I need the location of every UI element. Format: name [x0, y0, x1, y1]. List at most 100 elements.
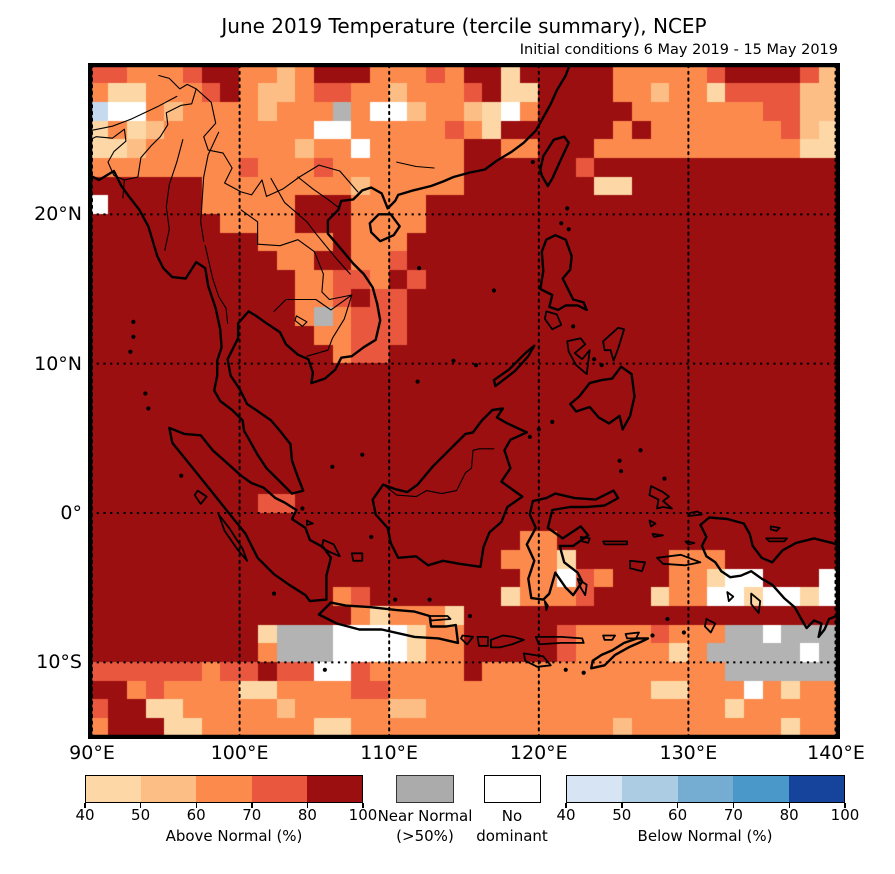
small-island-dot	[393, 597, 398, 602]
island-coastline	[704, 618, 717, 634]
small-island-dot	[131, 334, 136, 339]
small-island-dot	[417, 265, 422, 271]
coastline	[590, 637, 650, 670]
legend-tick	[844, 803, 846, 808]
near-normal-label: Near Normal (>50%)	[378, 806, 473, 846]
island-coastline	[684, 540, 696, 546]
coastline	[368, 213, 401, 243]
tick-label: 100	[348, 806, 378, 824]
chart-subtitle: Initial conditions 6 May 2019 - 15 May 2…	[519, 42, 838, 58]
island-coastline	[765, 537, 788, 543]
coastline-gridline-overlay	[90, 65, 838, 737]
coastline	[168, 426, 333, 603]
country-border	[270, 177, 351, 275]
island-coastline	[602, 540, 628, 546]
small-island-dot	[131, 319, 136, 324]
island-coastline	[602, 634, 616, 641]
legend-tick	[306, 803, 309, 808]
legend-tick	[788, 803, 790, 808]
colorbar-segment	[306, 776, 363, 802]
legend-tick	[195, 803, 197, 808]
small-island-dot	[617, 458, 622, 463]
country-border	[195, 88, 268, 197]
small-island-dot	[300, 506, 305, 511]
coastline	[371, 407, 528, 568]
island-coastline	[566, 337, 591, 376]
island-coastline	[534, 636, 585, 646]
small-island-dot	[530, 159, 535, 165]
country-border	[164, 139, 184, 251]
small-island-dot	[427, 597, 432, 602]
small-island-dot	[491, 288, 497, 293]
colorbar-segment	[733, 776, 789, 802]
small-island-dot	[618, 469, 624, 474]
x-tick-label: 120°E	[509, 742, 568, 764]
island-coastline	[460, 634, 474, 646]
tick-label: 80	[297, 806, 317, 824]
island-coastline	[305, 519, 314, 526]
x-tick-label: 110°E	[360, 742, 419, 764]
coastline	[699, 516, 838, 639]
small-island-dot	[592, 357, 597, 362]
island-coastline	[350, 552, 364, 562]
small-island-dot	[330, 464, 335, 469]
small-island-dot	[638, 448, 643, 453]
island-coastline	[629, 559, 646, 573]
country-border	[382, 448, 495, 498]
country-border	[265, 164, 359, 197]
country-border	[200, 131, 220, 242]
legend-tick	[84, 803, 86, 808]
small-island-dot	[146, 406, 151, 411]
no-dominant-swatch	[484, 775, 541, 803]
small-island-dot	[527, 434, 532, 439]
x-tick-label: 90°E	[69, 742, 115, 764]
country-border	[90, 95, 178, 132]
island-coastline	[648, 485, 673, 510]
chart-title: June 2019 Temperature (tercile summary),…	[221, 14, 707, 38]
small-island-dot	[473, 363, 479, 368]
small-island-dot	[662, 476, 667, 481]
colorbar-segment	[196, 776, 252, 802]
small-island-dot	[566, 227, 571, 232]
legend-tick	[565, 803, 567, 808]
legend-tick	[139, 803, 142, 808]
y-tick-label: 0°	[60, 502, 82, 524]
near-normal-label-line2: (>50%)	[396, 827, 454, 845]
y-tick-label: 20°N	[34, 203, 82, 225]
island-coastline	[522, 652, 552, 668]
below-normal-tick-labels: 40 50 60 70 80 100	[556, 806, 859, 824]
small-island-dot	[415, 379, 420, 384]
island-coastline	[656, 553, 702, 567]
near-normal-swatch	[396, 775, 454, 803]
above-normal-tick-labels: 40 50 60 70 80 100	[75, 806, 377, 824]
small-island-dot	[536, 427, 541, 432]
legend-tick	[362, 803, 364, 808]
island-coastline	[687, 510, 703, 517]
tick-label: 70	[242, 806, 262, 824]
island-coastline	[726, 591, 735, 602]
coastline	[317, 601, 460, 645]
coastline	[539, 233, 588, 312]
map-frame	[90, 65, 838, 737]
tick-label: 100	[830, 806, 860, 824]
colorbar-segment	[567, 776, 623, 802]
tick-label: 60	[668, 806, 688, 824]
small-island-dot	[271, 591, 277, 596]
small-island-dot	[322, 667, 327, 672]
small-island-dot	[128, 349, 133, 354]
legend-tick	[621, 803, 623, 808]
colorbar-segment	[622, 776, 678, 802]
colorbar-segment	[86, 776, 142, 802]
no-dominant-label: No dominant	[476, 806, 548, 846]
coastline	[525, 489, 620, 601]
coastline	[90, 65, 571, 495]
island-coastline	[489, 634, 525, 649]
no-dominant-label-line1: No	[501, 807, 523, 825]
tick-label: 50	[612, 806, 632, 824]
country-border	[294, 315, 308, 327]
above-normal-caption: Above Normal (%)	[165, 827, 303, 845]
small-island-dot	[143, 391, 148, 396]
colorbar-segment	[788, 776, 845, 802]
legend-tick	[676, 803, 679, 808]
